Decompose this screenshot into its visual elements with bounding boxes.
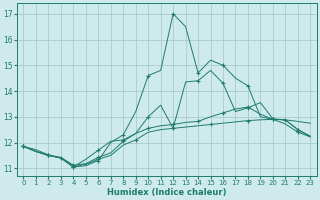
X-axis label: Humidex (Indice chaleur): Humidex (Indice chaleur) (107, 188, 227, 197)
